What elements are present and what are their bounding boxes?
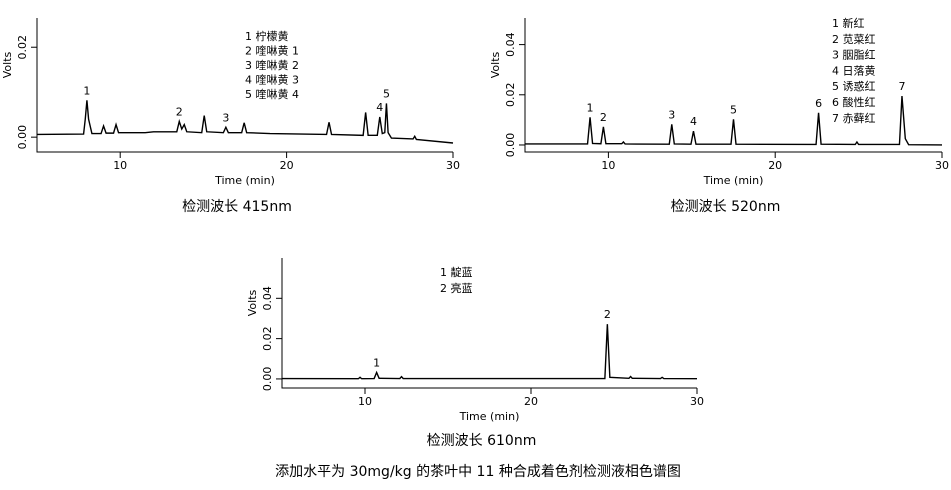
peak-label: 4 — [690, 115, 697, 128]
x-tick-label: 30 — [935, 159, 949, 172]
trace — [281, 324, 698, 380]
x-tick-label: 20 — [768, 159, 782, 172]
peak-label: 2 — [604, 308, 611, 321]
peak-label: 7 — [898, 80, 905, 93]
legend-entry: 2 喹啉黄 1 — [245, 44, 299, 58]
y-tick-label: 0.02 — [16, 35, 29, 60]
axes — [36, 18, 453, 153]
x-tick-label: 30 — [690, 395, 704, 408]
legend-entry: 1 靛蓝 — [440, 265, 473, 279]
legend-entry: 2 苋菜红 — [832, 33, 876, 46]
peak-label: 1 — [83, 84, 90, 97]
peak-label: 5 — [730, 103, 737, 116]
legend-entry: 4 日落黄 — [832, 63, 876, 77]
legend-entry: 1 柠檬黄 — [245, 29, 289, 43]
legend-entry: 2 亮蓝 — [440, 281, 473, 295]
y-axis-label: Volts — [1, 51, 14, 78]
chart-title: 检测波长 520nm — [671, 199, 781, 215]
peak-label: 3 — [668, 108, 675, 121]
peak-label: 4 — [376, 101, 383, 114]
legend-entry: 3 胭脂红 — [832, 48, 876, 62]
figure-caption: 添加水平为 30mg/kg 的茶叶中 11 种合成着色剂检测液相色谱图 — [275, 463, 681, 480]
x-tick-label: 10 — [113, 159, 127, 172]
peak-label: 5 — [383, 87, 390, 100]
x-axis-label: Time (min) — [459, 410, 520, 423]
peak-label: 3 — [222, 111, 229, 124]
axes — [524, 18, 942, 153]
legend-entry: 7 赤藓红 — [832, 112, 876, 125]
y-axis-label: Volts — [489, 51, 502, 78]
x-axis-label: Time (min) — [703, 174, 764, 187]
x-tick-label: 10 — [601, 159, 615, 172]
y-tick-label: 0.00 — [504, 133, 517, 158]
y-tick-label: 0.00 — [261, 367, 274, 392]
peak-label: 2 — [176, 105, 183, 118]
legend-entry: 4 喹啉黄 3 — [245, 73, 299, 87]
peak-label: 1 — [373, 356, 380, 369]
y-tick-label: 0.02 — [504, 83, 517, 108]
chart-title: 检测波长 415nm — [182, 199, 292, 215]
x-tick-label: 10 — [358, 395, 372, 408]
peak-label: 6 — [815, 97, 822, 110]
legend-entry: 3 喹啉黄 2 — [245, 58, 299, 72]
trace — [525, 95, 943, 146]
y-tick-label: 0.00 — [16, 125, 29, 150]
peak-label: 1 — [587, 101, 594, 114]
axes — [281, 258, 697, 389]
trace — [36, 100, 454, 144]
legend-entry: 5 诱惑红 — [832, 79, 876, 93]
x-axis-label: Time (min) — [214, 174, 275, 187]
y-tick-label: 0.02 — [261, 326, 274, 351]
y-axis-label: Volts — [246, 289, 259, 316]
y-tick-label: 0.04 — [261, 286, 274, 311]
legend-entry: 1 新红 — [832, 16, 865, 30]
x-tick-label: 20 — [280, 159, 294, 172]
peak-label: 2 — [600, 111, 607, 124]
legend-entry: 5 喹啉黄 4 — [245, 87, 299, 101]
x-tick-label: 30 — [446, 159, 460, 172]
x-tick-label: 20 — [524, 395, 538, 408]
legend-entry: 6 酸性红 — [832, 95, 876, 109]
y-tick-label: 0.04 — [504, 32, 517, 57]
chart-title: 检测波长 610nm — [427, 433, 537, 449]
